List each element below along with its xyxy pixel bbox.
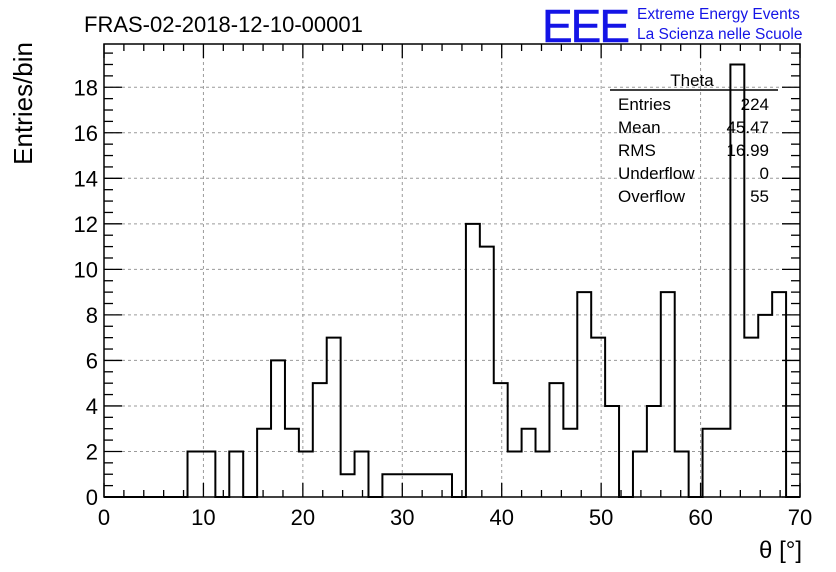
x-tick-label-6: 60 bbox=[688, 505, 712, 530]
stats-box: Theta Entries 224 Mean 45.47 RMS 16.99 U… bbox=[610, 71, 778, 206]
plot-frame bbox=[103, 43, 801, 498]
grid-lines bbox=[104, 44, 800, 497]
y-tick-label-7: 14 bbox=[74, 166, 98, 191]
stats-value-underflow: 0 bbox=[760, 164, 769, 183]
stats-label-rms: RMS bbox=[618, 141, 656, 160]
y-axis-label: Entries/bin bbox=[8, 42, 38, 165]
y-tick-label-3: 6 bbox=[86, 348, 98, 373]
y-tick-label-4: 8 bbox=[86, 303, 98, 328]
y-tick-label-8: 16 bbox=[74, 121, 98, 146]
x-tick-label-2: 20 bbox=[291, 505, 315, 530]
x-tick-label-4: 40 bbox=[489, 505, 513, 530]
y-tick-labels: 0 2 4 6 8 10 12 14 16 18 bbox=[74, 75, 98, 510]
x-tick-label-7: 70 bbox=[788, 505, 812, 530]
stats-value-overflow: 55 bbox=[750, 187, 769, 206]
axis-ticks bbox=[103, 44, 801, 498]
stats-value-entries: 224 bbox=[741, 95, 769, 114]
x-tick-labels: 0 10 20 30 40 50 60 70 bbox=[98, 505, 812, 530]
chart-title: FRAS-02-2018-12-10-00001 bbox=[84, 12, 363, 37]
histogram-outline bbox=[104, 63, 800, 498]
logo-line-2: La Scienza nelle Scuole bbox=[637, 26, 802, 43]
stats-label-underflow: Underflow bbox=[618, 164, 695, 183]
x-tick-label-3: 30 bbox=[390, 505, 414, 530]
stats-label-entries: Entries bbox=[618, 95, 671, 114]
y-tick-label-0: 0 bbox=[86, 485, 98, 510]
stats-label-overflow: Overflow bbox=[618, 187, 686, 206]
y-tick-label-2: 4 bbox=[86, 394, 98, 419]
y-tick-label-9: 18 bbox=[74, 75, 98, 100]
x-axis-label: θ [°] bbox=[759, 537, 802, 564]
x-tick-label-5: 50 bbox=[589, 505, 613, 530]
y-tick-label-1: 2 bbox=[86, 439, 98, 464]
y-tick-label-5: 10 bbox=[74, 257, 98, 282]
stats-value-mean: 45.47 bbox=[726, 118, 769, 137]
logo-line-1: Extreme Energy Events bbox=[637, 6, 800, 23]
y-tick-label-6: 12 bbox=[74, 212, 98, 237]
stats-label-mean: Mean bbox=[618, 118, 661, 137]
stats-box-title: Theta bbox=[670, 71, 714, 90]
stats-value-rms: 16.99 bbox=[726, 141, 769, 160]
x-tick-label-1: 10 bbox=[191, 505, 215, 530]
x-tick-label-0: 0 bbox=[98, 505, 110, 530]
